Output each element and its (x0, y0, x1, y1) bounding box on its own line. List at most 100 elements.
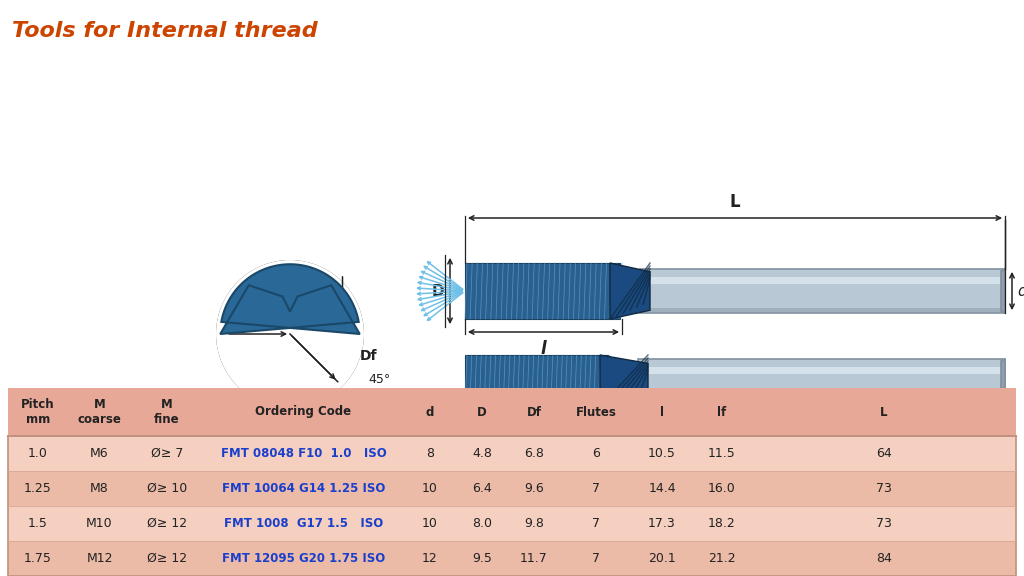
Polygon shape (610, 263, 650, 319)
Text: 8: 8 (426, 447, 434, 460)
Bar (642, 367, 1001, 374)
Bar (8, 388, 68, 436)
Bar (456, 388, 508, 436)
Text: M
coarse: M coarse (78, 398, 122, 426)
Bar (692, 436, 752, 471)
Bar (632, 436, 692, 471)
Bar (692, 541, 752, 576)
Text: Df: Df (526, 406, 542, 419)
Bar (404, 436, 456, 471)
Text: 1.25: 1.25 (25, 482, 52, 495)
Text: Ø≥ 12: Ø≥ 12 (146, 517, 187, 530)
Text: l: l (660, 406, 664, 419)
Polygon shape (220, 264, 359, 334)
Text: FMT 1008  G17 1.5   ISO: FMT 1008 G17 1.5 ISO (224, 517, 383, 530)
Polygon shape (600, 355, 648, 407)
Bar (465, 263, 620, 319)
Text: 73: 73 (877, 517, 892, 530)
Text: Ordering Code: Ordering Code (255, 406, 351, 419)
Text: 73: 73 (877, 482, 892, 495)
Bar (752, 541, 1016, 576)
Text: 16.0: 16.0 (709, 482, 736, 495)
Bar (203, 436, 404, 471)
Text: 20.1: 20.1 (648, 552, 676, 565)
Text: 10: 10 (422, 482, 438, 495)
Bar (131, 436, 203, 471)
Text: 7: 7 (592, 482, 600, 495)
Bar (404, 506, 456, 541)
Text: 1.0: 1.0 (28, 447, 48, 460)
Text: Tools for Internal thread: Tools for Internal thread (12, 21, 317, 41)
Bar (638, 359, 1005, 403)
Text: M6: M6 (90, 447, 109, 460)
Text: 84: 84 (877, 552, 892, 565)
Bar (692, 506, 752, 541)
Bar (68, 506, 131, 541)
Text: 6.4: 6.4 (472, 482, 492, 495)
Bar (203, 388, 404, 436)
Text: 9.6: 9.6 (524, 482, 544, 495)
Bar (68, 541, 131, 576)
Text: 1.75: 1.75 (24, 552, 52, 565)
Text: L: L (730, 193, 740, 211)
Bar (644, 276, 1001, 285)
Text: 11.5: 11.5 (709, 447, 736, 460)
Bar (404, 388, 456, 436)
Bar (203, 471, 404, 506)
Bar (752, 471, 1016, 506)
Text: 6.8: 6.8 (524, 447, 544, 460)
Text: d: d (426, 406, 434, 419)
Bar (752, 436, 1016, 471)
Text: 12: 12 (422, 552, 438, 565)
Bar (131, 541, 203, 576)
Text: lf: lf (718, 406, 727, 419)
Text: 21.2: 21.2 (709, 552, 736, 565)
Bar (642, 397, 1001, 403)
Bar (508, 506, 560, 541)
Text: D: D (431, 283, 444, 298)
Bar (632, 471, 692, 506)
Text: Ø≥ 10: Ø≥ 10 (146, 482, 187, 495)
Bar (131, 471, 203, 506)
Bar (508, 388, 560, 436)
Text: lf: lf (232, 321, 243, 335)
Text: 9.8: 9.8 (524, 517, 544, 530)
Text: 6: 6 (592, 447, 600, 460)
Bar (203, 506, 404, 541)
Bar (68, 436, 131, 471)
Text: Flutes: Flutes (575, 406, 616, 419)
Text: Detail A: Detail A (262, 413, 317, 427)
Text: 1.5: 1.5 (28, 517, 48, 530)
Text: M10: M10 (86, 517, 113, 530)
Text: l: l (541, 340, 547, 358)
Text: 45°: 45° (368, 373, 390, 386)
Bar (456, 436, 508, 471)
Bar (508, 471, 560, 506)
Bar (752, 506, 1016, 541)
Bar (644, 308, 1001, 313)
Text: 11.7: 11.7 (520, 552, 548, 565)
Polygon shape (1001, 269, 1005, 313)
Circle shape (215, 259, 365, 409)
Bar (203, 541, 404, 576)
Text: 8.0: 8.0 (472, 517, 492, 530)
Bar (404, 471, 456, 506)
Bar (560, 388, 632, 436)
Text: M
fine: M fine (155, 398, 180, 426)
Text: Ø≥ 7: Ø≥ 7 (151, 447, 183, 460)
Bar (68, 388, 131, 436)
Bar (465, 355, 608, 407)
Text: 10.5: 10.5 (648, 447, 676, 460)
Text: 14.4: 14.4 (648, 482, 676, 495)
Bar (8, 471, 68, 506)
Text: FMT 08048 F10  1.0   ISO: FMT 08048 F10 1.0 ISO (220, 447, 386, 460)
Text: 4.8: 4.8 (472, 447, 492, 460)
Text: 10: 10 (422, 517, 438, 530)
Text: 7: 7 (592, 552, 600, 565)
Text: M8: M8 (90, 482, 109, 495)
Bar (560, 471, 632, 506)
Text: 9.5: 9.5 (472, 552, 492, 565)
Text: FMT 10064 G14 1.25 ISO: FMT 10064 G14 1.25 ISO (222, 482, 385, 495)
Bar (456, 541, 508, 576)
Bar (508, 541, 560, 576)
